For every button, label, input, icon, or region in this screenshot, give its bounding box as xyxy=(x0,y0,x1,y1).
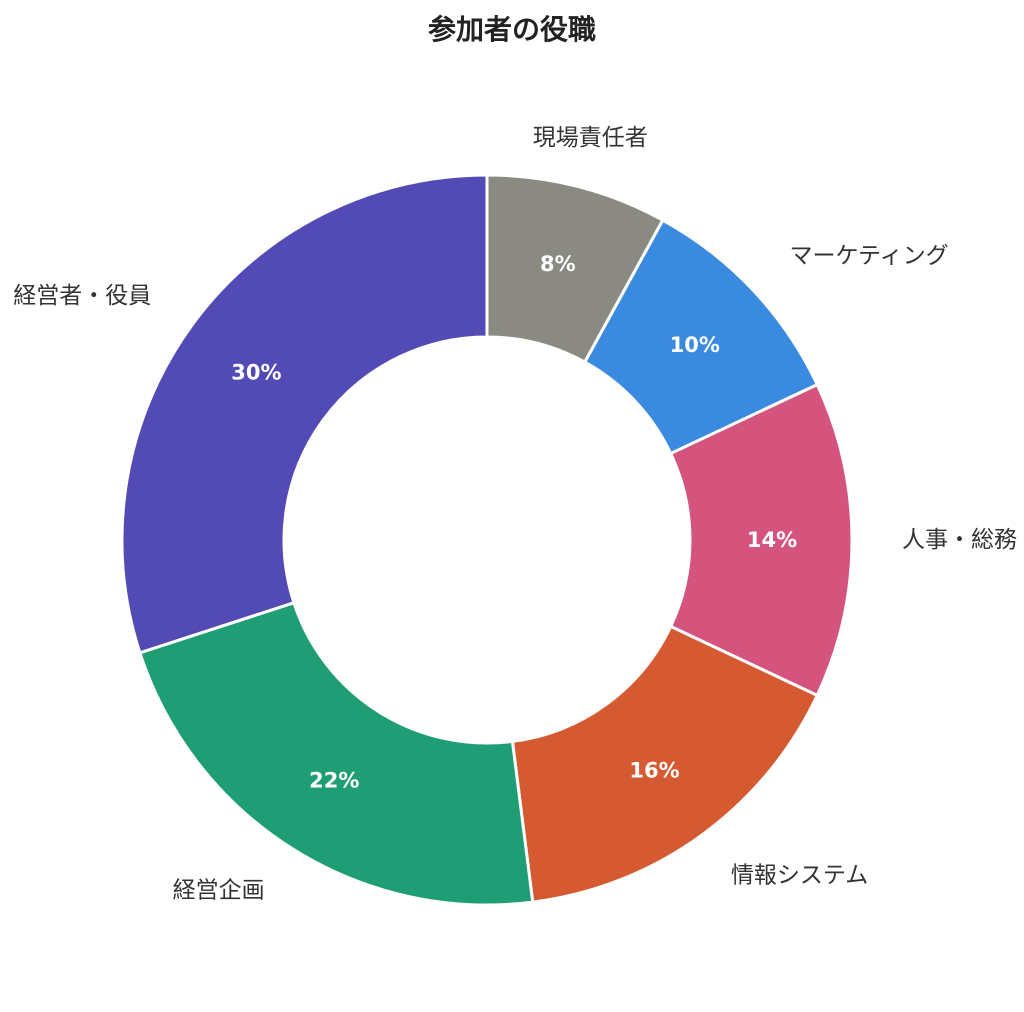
slice-4 xyxy=(510,624,820,904)
percent-labels-group: 8% 10% 14% 16% 22% 30% xyxy=(231,252,797,793)
slice-6 xyxy=(120,173,489,655)
slice-6-category-label: 経営者・役員 xyxy=(13,283,151,309)
slices-group xyxy=(120,173,854,907)
chart-title: 参加者の役職 xyxy=(427,13,596,46)
slice-4-category-label: 情報システム xyxy=(731,863,868,889)
slice-3 xyxy=(668,382,854,698)
slice-2-value-label: 10% xyxy=(670,333,720,357)
slice-6-value-label: 30% xyxy=(231,360,281,384)
slice-2-category-label: マーケティング xyxy=(790,243,949,269)
slice-1-category-label: 現場責任者 xyxy=(533,125,648,151)
slice-5 xyxy=(137,600,535,907)
slice-1-value-label: 8% xyxy=(540,252,576,276)
slice-5-category-label: 経営企画 xyxy=(173,877,265,903)
slice-5-value-label: 22% xyxy=(309,769,359,793)
slice-4-value-label: 16% xyxy=(629,759,679,783)
slice-3-category-label: 人事・総務 xyxy=(902,527,1017,553)
slice-3-value-label: 14% xyxy=(747,528,797,552)
